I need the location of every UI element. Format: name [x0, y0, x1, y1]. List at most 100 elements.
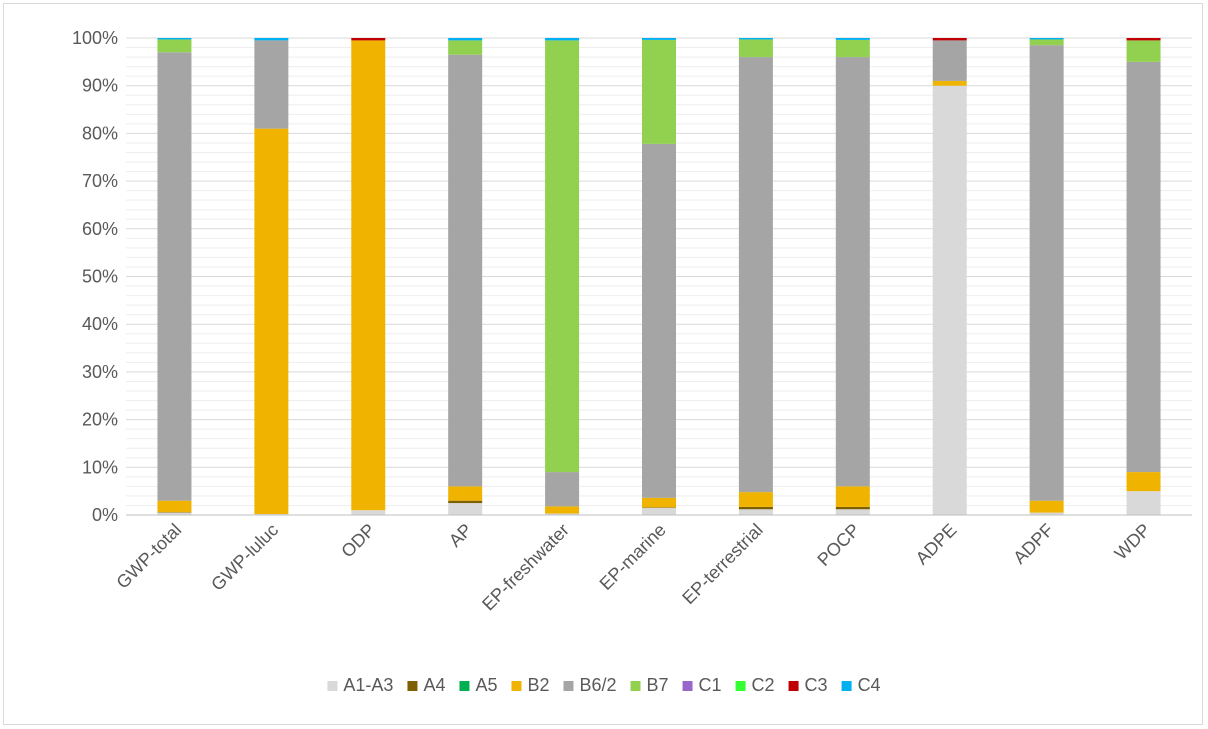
y-tick-label: 30% [82, 362, 118, 382]
bar-segment-b7 [642, 39, 676, 144]
legend-item[interactable]: C4 [841, 675, 881, 695]
legend-item[interactable]: B7 [630, 675, 669, 695]
y-axis-tick-labels: 0% 10% 20% 30% 40% 50% 60% 70% 80% 90% 100% [72, 28, 118, 525]
bar-segment-a4 [157, 512, 192, 513]
bar-segment-b2 [738, 492, 773, 507]
stacked-bar-chart: 0% 10% 20% 30% 40% 50% 60% 70% 80% 90% 100% GWP-to… [72, 28, 1192, 695]
y-tick-label: 100% [72, 28, 118, 48]
y-tick-label: 60% [82, 219, 118, 239]
x-category-label: EP-marine [596, 520, 670, 594]
legend-item[interactable]: C2 [735, 675, 775, 695]
y-tick-label: 40% [82, 314, 118, 334]
bar-segment-c4 [642, 38, 676, 40]
y-tick-label: 0% [92, 505, 118, 525]
bar-segment-b2 [448, 486, 483, 501]
bar-segment-a1-a3 [545, 513, 580, 515]
legend-label: B2 [527, 675, 549, 695]
legend-swatch [563, 681, 574, 691]
bar-segment-b2 [1126, 472, 1161, 492]
legend-label: C2 [752, 675, 775, 695]
legend-swatch [407, 681, 418, 691]
bar-segment-a4 [738, 506, 773, 510]
legend-label: C4 [858, 675, 881, 695]
bar-segment-c4 [835, 38, 870, 40]
bar-segment-b6-2 [157, 52, 192, 501]
bar-segment-b2 [254, 128, 289, 515]
bars [157, 38, 1161, 515]
bar-segment-b2 [835, 486, 870, 507]
bar-segment-b7 [448, 40, 483, 55]
bar-segment-c4 [254, 38, 289, 41]
bar-segment-a1-a3 [1029, 512, 1064, 515]
x-category-label: AP [445, 520, 476, 551]
bar-segment-c4 [1029, 38, 1064, 40]
y-tick-label: 50% [82, 267, 118, 287]
bar-segment-a1-a3 [642, 507, 676, 515]
legend-label: B6/2 [579, 675, 616, 695]
y-tick-label: 90% [82, 76, 118, 96]
bar-segment-c3 [1126, 38, 1161, 41]
bar-segment-b2 [351, 40, 386, 511]
x-category-label: ODP [337, 520, 379, 562]
bar-segment-a1-a3 [835, 509, 870, 515]
bar-segment-c3 [932, 38, 967, 41]
bar-segment-a1-a3 [351, 510, 386, 515]
legend: A1-A3 A4 A5 B2 B6/2 B7 C1 C2 C3 C4 [327, 675, 881, 695]
x-axis-category-labels: GWP-total GWP-luluc ODP AP EP-freshwater EP-m… [112, 520, 1154, 615]
bar-segment-b2 [1029, 500, 1064, 513]
legend-label: A5 [475, 675, 497, 695]
legend-swatch [630, 681, 641, 691]
bar-segment-a4 [835, 506, 870, 510]
bar-segment-b7 [545, 40, 580, 473]
legend-swatch [511, 681, 522, 691]
bar-segment-b7 [835, 39, 870, 58]
bar-segment-b7 [157, 39, 192, 53]
legend-item[interactable]: C1 [682, 675, 722, 695]
bar-segment-c4 [545, 38, 580, 41]
legend-swatch [327, 681, 338, 691]
legend-item[interactable]: C3 [788, 675, 828, 695]
legend-item[interactable]: A4 [407, 675, 445, 695]
y-tick-label: 20% [82, 410, 118, 430]
bar-segment-b6-2 [1029, 45, 1064, 501]
bar-segment-b6-2 [545, 472, 580, 507]
y-tick-label: 80% [82, 123, 118, 143]
x-category-label: GWP-luluc [207, 520, 282, 595]
bar-segment-b7 [738, 39, 773, 58]
bar-segment-b2 [642, 497, 676, 508]
bar-segment-c4 [448, 38, 483, 41]
bar-segment-c4 [157, 38, 192, 40]
bar-segment-b6-2 [835, 57, 870, 487]
bar-segment-b7 [1029, 39, 1064, 46]
bar-segment-a1-a3 [738, 509, 773, 515]
bar-segment-c3 [351, 38, 386, 41]
bar-segment-a1-a3 [932, 85, 967, 515]
chart-frame: 0% 10% 20% 30% 40% 50% 60% 70% 80% 90% 100% GWP-to… [3, 3, 1203, 725]
legend-swatch [682, 681, 693, 691]
legend-swatch [459, 681, 470, 691]
bar-segment-a4 [642, 507, 676, 508]
bar-segment-b2 [545, 506, 580, 514]
x-category-label: EP-freshwater [478, 520, 573, 615]
bar-segment-b6-2 [448, 54, 483, 487]
y-tick-label: 10% [82, 457, 118, 477]
legend-item[interactable]: A1-A3 [327, 675, 393, 695]
bar-segment-b6-2 [738, 57, 773, 493]
legend-swatch [841, 681, 852, 691]
legend-label: A1-A3 [343, 675, 393, 695]
legend-swatch [788, 681, 799, 691]
legend-item[interactable]: A5 [459, 675, 497, 695]
x-category-label: WDP [1111, 520, 1155, 564]
x-category-label: GWP-total [112, 520, 185, 593]
x-category-label: ADPF [1009, 520, 1057, 568]
bar-segment-b2 [157, 500, 192, 513]
legend-label: C1 [699, 675, 722, 695]
x-category-label: EP-terrestrial [678, 520, 766, 608]
x-category-label: ADPE [912, 520, 961, 569]
legend-label: A4 [423, 675, 445, 695]
legend-item[interactable]: B2 [511, 675, 550, 695]
legend-item[interactable]: B6/2 [563, 675, 617, 695]
y-tick-label: 70% [82, 171, 118, 191]
bar-segment-c4 [738, 38, 773, 40]
bar-segment-b7 [1126, 40, 1161, 62]
